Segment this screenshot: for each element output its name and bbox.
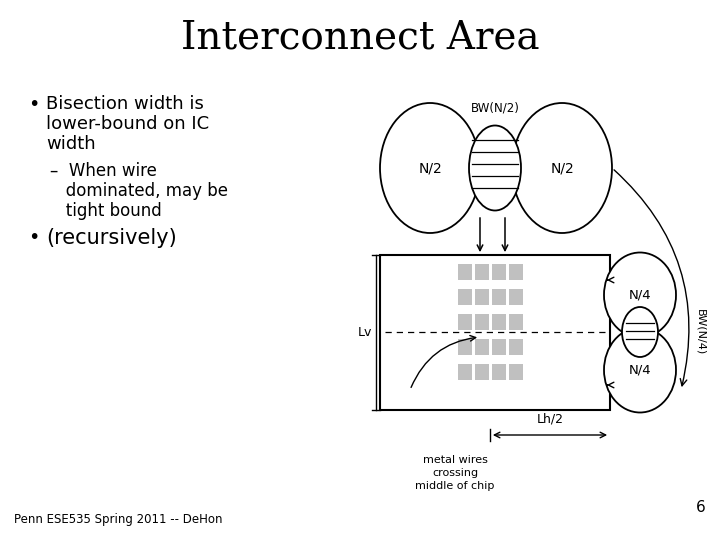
Text: 6: 6 — [696, 501, 706, 516]
Bar — [380, 255, 610, 410]
Bar — [492, 339, 506, 355]
Text: BW(N/4): BW(N/4) — [695, 309, 705, 355]
Text: metal wires
crossing
middle of chip: metal wires crossing middle of chip — [415, 455, 495, 491]
Text: –  When wire: – When wire — [50, 162, 157, 180]
Bar — [475, 364, 489, 380]
Text: lower-bound on IC: lower-bound on IC — [46, 115, 209, 133]
Bar — [492, 364, 506, 380]
Text: •: • — [28, 228, 40, 247]
Bar — [509, 289, 523, 305]
Bar — [492, 314, 506, 330]
Bar — [458, 264, 472, 280]
Bar — [458, 339, 472, 355]
Text: Penn ESE535 Spring 2011 -- DeHon: Penn ESE535 Spring 2011 -- DeHon — [14, 514, 222, 526]
Bar — [492, 264, 506, 280]
Text: Interconnect Area: Interconnect Area — [181, 19, 539, 57]
Bar — [509, 339, 523, 355]
Text: Bisection width is: Bisection width is — [46, 95, 204, 113]
Bar — [509, 364, 523, 380]
Bar — [509, 314, 523, 330]
Bar — [475, 289, 489, 305]
Bar — [475, 339, 489, 355]
Text: BW(N/2): BW(N/2) — [471, 102, 519, 114]
Ellipse shape — [604, 327, 676, 413]
Text: Lh/2: Lh/2 — [536, 412, 564, 425]
FancyArrowPatch shape — [614, 170, 689, 386]
Bar — [458, 289, 472, 305]
Bar — [458, 364, 472, 380]
Ellipse shape — [469, 125, 521, 211]
Text: width: width — [46, 135, 96, 153]
Ellipse shape — [604, 253, 676, 338]
Text: N/4: N/4 — [629, 288, 652, 301]
Bar — [475, 264, 489, 280]
Text: Lv: Lv — [358, 326, 372, 339]
Text: (recursively): (recursively) — [46, 228, 176, 248]
Ellipse shape — [380, 103, 480, 233]
Bar — [509, 264, 523, 280]
Bar — [492, 289, 506, 305]
Bar — [458, 314, 472, 330]
Ellipse shape — [622, 307, 658, 357]
Text: N/4: N/4 — [629, 363, 652, 376]
Ellipse shape — [512, 103, 612, 233]
Text: dominated, may be: dominated, may be — [50, 182, 228, 200]
Text: •: • — [28, 95, 40, 114]
Text: tight bound: tight bound — [50, 202, 162, 220]
Bar — [475, 314, 489, 330]
Text: N/2: N/2 — [550, 161, 574, 175]
Text: N/2: N/2 — [418, 161, 442, 175]
